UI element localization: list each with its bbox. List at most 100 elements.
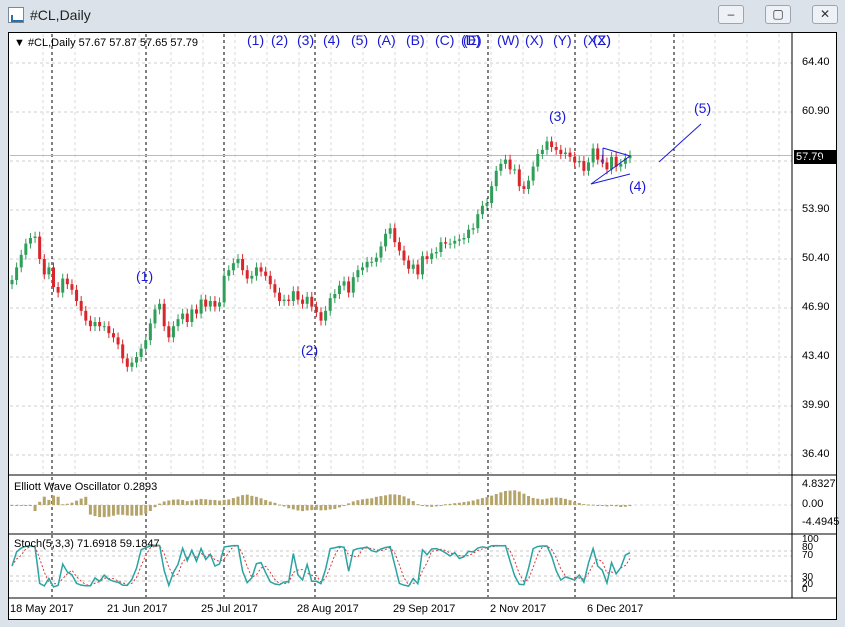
stoch-main-line	[11, 544, 631, 588]
candle-body	[277, 292, 281, 301]
ewo-bar	[139, 505, 143, 516]
stoch-tick: 0	[802, 584, 808, 595]
top-wave-label: (A)	[377, 32, 396, 48]
ewo-bar	[416, 504, 420, 506]
ewo-bar	[577, 502, 581, 505]
ewo-bar	[10, 505, 14, 506]
ewo-bar	[116, 505, 120, 515]
candle-body	[503, 159, 507, 164]
candle-body	[204, 299, 208, 307]
price-tick: 60.90	[802, 105, 830, 117]
candle-body	[600, 159, 604, 163]
ewo-bar	[70, 502, 74, 505]
ewo-bar	[148, 505, 152, 511]
elliott-oscillator-panel[interactable]	[10, 477, 792, 533]
ewo-bar	[540, 499, 544, 505]
price-tick: 46.90	[802, 301, 830, 313]
candle-body	[554, 147, 558, 150]
candle-body	[434, 252, 438, 254]
ewo-bar	[600, 505, 604, 506]
ewo-bar	[107, 505, 111, 517]
candle-body	[107, 326, 111, 334]
candle-body	[70, 284, 74, 290]
candle-body	[98, 322, 102, 327]
candle-body	[167, 326, 171, 338]
ewo-bar	[167, 500, 171, 505]
price-chart-svg	[10, 34, 792, 474]
ewo-bar	[61, 504, 65, 506]
ewo-bar	[628, 505, 632, 507]
wave-label-2: (2)	[301, 342, 319, 358]
ewo-bar	[379, 496, 383, 505]
ewo-bar	[582, 504, 586, 506]
ewo-bar	[236, 496, 240, 505]
ewo-bar	[199, 498, 203, 505]
candle-body	[356, 270, 360, 278]
candle-body	[241, 259, 245, 271]
ewo-bar	[287, 505, 291, 509]
ewo-bar	[208, 499, 212, 505]
ewo-bar	[227, 499, 231, 505]
ewo-bar	[457, 502, 461, 505]
triangle-lower	[590, 173, 631, 185]
ewo-bar	[550, 497, 554, 505]
candle-body	[56, 287, 60, 293]
ewo-bar	[559, 497, 563, 505]
ewo-bar	[84, 496, 88, 505]
title-bar: #CL,Daily – ▢ ✕	[0, 0, 845, 32]
candle-body	[227, 270, 231, 276]
ewo-bar	[411, 501, 415, 505]
candle-body	[550, 141, 554, 147]
candle-body	[342, 281, 346, 286]
ewo-bar	[181, 499, 185, 505]
minimize-button[interactable]: –	[718, 5, 744, 24]
ewo-bar	[213, 499, 217, 505]
top-wave-label: (2)	[271, 32, 289, 48]
ewo-bar	[586, 504, 590, 506]
candle-body	[448, 243, 452, 245]
candle-body	[536, 154, 540, 167]
candle-body	[586, 162, 590, 171]
ewo-bar	[573, 501, 577, 505]
candle-body	[393, 228, 397, 243]
elliott-oscillator-label: Elliott Wave Oscillator 0.2893	[14, 481, 158, 493]
candle-body	[462, 238, 466, 240]
candle-body	[485, 203, 489, 206]
ewo-bar	[52, 495, 56, 505]
stoch-tick: 100	[802, 534, 819, 545]
ewo-bar	[121, 505, 125, 515]
ewo-bar	[402, 496, 406, 505]
stochastic-panel[interactable]	[10, 535, 792, 597]
candle-body	[245, 270, 249, 279]
candle-body	[596, 148, 600, 160]
candle-body	[490, 186, 494, 203]
candle-body	[577, 161, 581, 163]
ewo-bar	[499, 492, 503, 505]
top-wave-label: (E)	[463, 32, 482, 48]
candle-body	[361, 267, 365, 271]
candle-body	[79, 301, 83, 311]
ewo-bar	[153, 505, 157, 508]
price-tick: 36.40	[802, 448, 830, 460]
wave-5-projection	[658, 123, 702, 163]
ewo-bar	[194, 499, 198, 505]
candle-body	[333, 294, 337, 299]
price-chart[interactable]	[10, 34, 792, 474]
ewo-bar	[218, 500, 222, 505]
ewo-bar	[430, 505, 434, 507]
candle-body	[305, 296, 309, 304]
candle-body	[75, 289, 79, 301]
candle-body	[213, 301, 217, 307]
candle-body	[291, 291, 295, 301]
candle-body	[319, 312, 323, 321]
ewo-bar	[393, 494, 397, 505]
ewo-bar	[444, 504, 448, 506]
candle-body	[568, 152, 572, 157]
top-wave-label: (D)	[461, 32, 481, 48]
candle-body	[425, 256, 429, 259]
ewo-bar	[319, 505, 323, 511]
ewo-bar	[268, 501, 272, 505]
ewo-bar	[88, 505, 92, 515]
close-button[interactable]: ✕	[812, 5, 838, 24]
maximize-button[interactable]: ▢	[765, 5, 791, 24]
